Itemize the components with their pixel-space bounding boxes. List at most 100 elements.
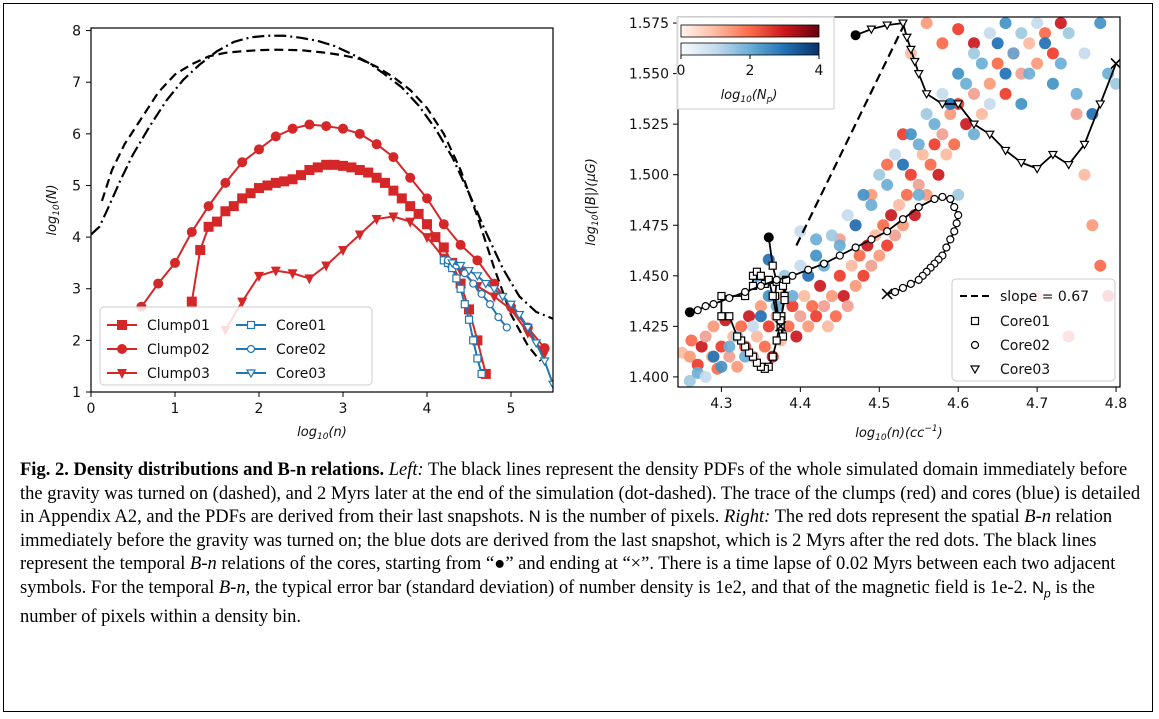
- data-point-clump01: [430, 232, 441, 243]
- blue-point: [928, 118, 941, 131]
- red-point: [723, 350, 736, 363]
- data-point-clump03: [422, 233, 432, 244]
- red-point: [967, 87, 980, 100]
- data-point-core02: [477, 289, 486, 299]
- blue-point: [912, 138, 925, 151]
- blue-point: [754, 310, 767, 323]
- caption-bn-2: B-n: [190, 554, 217, 575]
- caption-left-tag: Left:: [388, 460, 424, 480]
- track-point-core01: [768, 261, 777, 270]
- data-point-core03: [497, 292, 508, 302]
- data-point-clump03: [304, 274, 315, 285]
- red-point: [849, 279, 862, 292]
- y-axis-label: log10(N): [45, 184, 62, 235]
- data-point-core03: [531, 339, 542, 349]
- red-point: [983, 77, 996, 90]
- red-point: [731, 360, 744, 373]
- blue-point: [1007, 47, 1020, 60]
- data-point-clump03: [321, 261, 332, 272]
- y-tick-label: 1: [72, 385, 81, 401]
- red-point: [1094, 259, 1107, 272]
- x-tick-label: 1: [171, 401, 180, 417]
- data-point-clump01: [279, 176, 290, 187]
- data-point-core03: [489, 285, 500, 294]
- data-point-clump01: [438, 242, 449, 253]
- legend-marker: [246, 344, 256, 354]
- red-point: [758, 340, 771, 353]
- data-point-clump01: [380, 177, 390, 188]
- data-point-clump01: [413, 208, 424, 219]
- data-point-clump02: [254, 144, 264, 155]
- x-axis-label: log10(n): [297, 425, 347, 442]
- track-point-core03: [1032, 165, 1043, 174]
- red-point: [683, 350, 696, 363]
- track-point-core01: [768, 352, 777, 361]
- data-point-clump01: [338, 160, 348, 171]
- red-point: [889, 229, 902, 242]
- red-point: [1039, 27, 1052, 40]
- red-point: [833, 269, 846, 282]
- x-tick-label: 4.7: [1026, 396, 1048, 412]
- blue-point: [810, 233, 823, 246]
- right-legend: [951, 278, 1116, 382]
- y-axis-label: log10(|B|)(μG): [584, 158, 601, 246]
- track-point-core02: [950, 202, 959, 212]
- y-tick-label: 3: [72, 282, 81, 298]
- track-point-core01: [768, 291, 777, 301]
- caption-label: Fig. 2.: [20, 460, 69, 480]
- track-point-core02: [930, 194, 939, 204]
- data-point-core03: [463, 267, 475, 276]
- colorbar-tick-label: 2: [746, 63, 755, 79]
- right-plot-area: [678, 17, 1120, 387]
- red-point: [806, 300, 819, 313]
- track-point-core03: [921, 90, 932, 100]
- data-point-clump01: [405, 201, 416, 212]
- caption-bn-3: B-n: [218, 577, 246, 598]
- track-point-core02: [867, 235, 876, 244]
- track-point-core01: [772, 312, 781, 321]
- red-point: [818, 300, 831, 313]
- red-point: [743, 310, 756, 323]
- blue-point: [786, 290, 799, 303]
- data-point-clump02: [170, 257, 180, 268]
- caption-bn-1: B-n: [1024, 507, 1051, 528]
- red-point: [845, 259, 858, 272]
- red-point: [1031, 57, 1044, 70]
- red-point: [707, 320, 720, 333]
- blue-point: [1015, 97, 1028, 110]
- legend-marker: [970, 340, 980, 350]
- track-point-core03: [1063, 160, 1074, 170]
- track-end-core02: [881, 288, 893, 300]
- red-point: [685, 334, 698, 347]
- legend-marker: [117, 344, 127, 354]
- blue-point: [960, 77, 973, 90]
- red-point: [960, 118, 973, 131]
- data-point-core01: [456, 284, 465, 293]
- red-point: [825, 290, 838, 303]
- blue-point: [1110, 77, 1120, 90]
- series-line-density-pdf-dashdot: [91, 34, 553, 320]
- blue-point: [699, 370, 712, 383]
- data-point-core03: [455, 261, 466, 271]
- x-tick-label: 4.8: [1105, 396, 1127, 412]
- red-point: [1054, 17, 1067, 30]
- track-point-core01: [717, 312, 726, 321]
- blue-point: [1023, 67, 1036, 80]
- blue-point: [983, 27, 996, 40]
- blue-point: [825, 229, 838, 242]
- track-end-core03: [1110, 57, 1120, 70]
- data-point-clump01: [363, 167, 374, 178]
- x-tick-label: 4.5: [868, 396, 890, 412]
- red-point: [754, 300, 767, 313]
- red-point: [999, 87, 1012, 100]
- blue-point: [991, 37, 1004, 50]
- red-point: [900, 188, 913, 201]
- track-point-core02: [772, 275, 781, 284]
- blue-point: [833, 239, 846, 252]
- x-tick-label: 2: [255, 401, 264, 417]
- track-point-core02: [898, 283, 908, 293]
- red-point: [814, 279, 827, 292]
- legend-label-core02: Core02: [276, 342, 326, 358]
- red-point: [821, 320, 834, 333]
- data-point-clump02: [354, 128, 365, 139]
